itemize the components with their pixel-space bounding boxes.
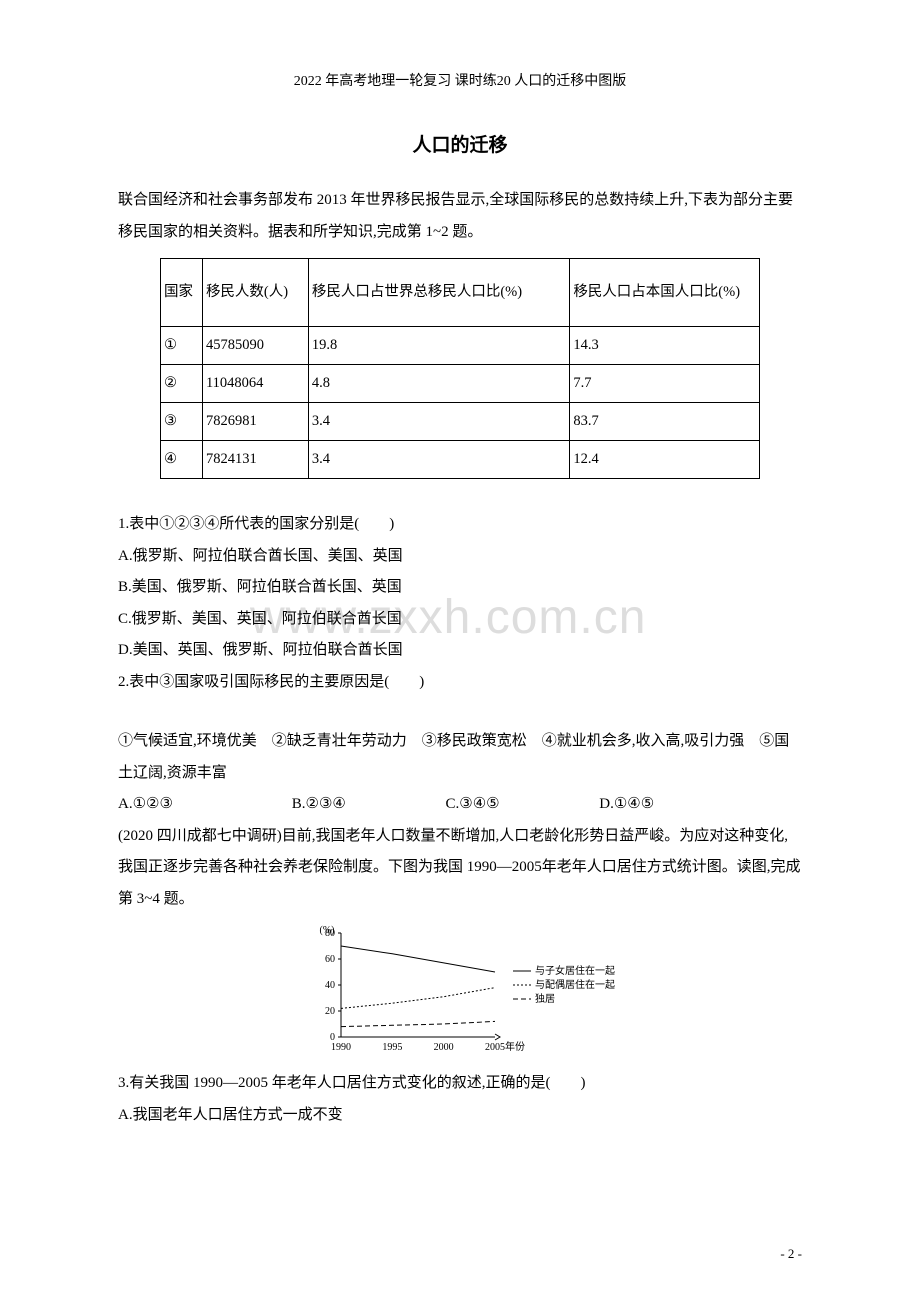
- q2-stem: 2.表中③国家吸引国际移民的主要原因是( ): [118, 667, 802, 699]
- svg-text:40: 40: [325, 980, 335, 991]
- intro-paragraph: 联合国经济和社会事务部发布 2013 年世界移民报告显示,全球国际移民的总数持续…: [118, 185, 802, 248]
- q2-option-d: D.①④⑤: [599, 789, 654, 821]
- svg-text:1995: 1995: [382, 1042, 402, 1053]
- q2-options-line: A.①②③ B.②③④ C.③④⑤ D.①④⑤: [118, 789, 802, 821]
- cell-count: 7824131: [202, 441, 308, 479]
- cell-countrypct: 12.4: [570, 441, 760, 479]
- table-row: ① 45785090 19.8 14.3: [161, 327, 760, 365]
- q2-option-a: A.①②③: [118, 789, 288, 821]
- table-header-count: 移民人数(人): [202, 259, 308, 327]
- q1-stem: 1.表中①②③④所代表的国家分别是( ): [118, 509, 802, 541]
- table-header-countrypct: 移民人口占本国人口比(%): [570, 259, 760, 327]
- table-row: ④ 7824131 3.4 12.4: [161, 441, 760, 479]
- q2-choices: ①气候适宜,环境优美 ②缺乏青壮年劳动力 ③移民政策宽松 ④就业机会多,收入高,…: [118, 726, 802, 789]
- question-2-choices: ①气候适宜,环境优美 ②缺乏青壮年劳动力 ③移民政策宽松 ④就业机会多,收入高,…: [118, 726, 802, 789]
- cell-count: 7826981: [202, 403, 308, 441]
- q1-option-a: A.俄罗斯、阿拉伯联合酋长国、美国、英国: [118, 541, 802, 573]
- table-header-row: 国家 移民人数(人) 移民人口占世界总移民人口比(%) 移民人口占本国人口比(%…: [161, 259, 760, 327]
- context-2: (2020 四川成都七中调研)目前,我国老年人口数量不断增加,人口老龄化形势日益…: [118, 821, 802, 916]
- cell-count: 11048064: [202, 365, 308, 403]
- q1-option-c: C.俄罗斯、美国、英国、阿拉伯联合酋长国: [118, 604, 802, 636]
- svg-text:60: 60: [325, 954, 335, 965]
- svg-text:2005: 2005: [485, 1042, 505, 1053]
- question-2: 2.表中③国家吸引国际移民的主要原因是( ): [118, 667, 802, 699]
- line-chart: 020406080(%)1990199520002005年份与子女居住在一起与配…: [305, 925, 615, 1055]
- cell-country: ②: [161, 365, 203, 403]
- svg-text:2000: 2000: [434, 1042, 454, 1053]
- cell-countrypct: 14.3: [570, 327, 760, 365]
- svg-text:20: 20: [325, 1006, 335, 1017]
- content-layer: 2022 年高考地理一轮复习 课时练20 人口的迁移中图版 人口的迁移 联合国经…: [118, 70, 802, 1131]
- migration-table: 国家 移民人数(人) 移民人口占世界总移民人口比(%) 移民人口占本国人口比(%…: [160, 258, 760, 479]
- svg-text:年份: 年份: [505, 1040, 525, 1053]
- svg-text:独居: 独居: [535, 992, 555, 1005]
- cell-worldpct: 3.4: [308, 441, 569, 479]
- table-header-worldpct: 移民人口占世界总移民人口比(%): [308, 259, 569, 327]
- q2-option-b: B.②③④: [292, 789, 442, 821]
- q3-option-a: A.我国老年人口居住方式一成不变: [118, 1100, 802, 1132]
- cell-worldpct: 4.8: [308, 365, 569, 403]
- document-title: 人口的迁移: [118, 130, 802, 157]
- page-header: 2022 年高考地理一轮复习 课时练20 人口的迁移中图版: [118, 70, 802, 90]
- cell-worldpct: 19.8: [308, 327, 569, 365]
- q1-option-d: D.美国、英国、俄罗斯、阿拉伯联合酋长国: [118, 635, 802, 667]
- svg-text:1990: 1990: [331, 1042, 351, 1053]
- svg-text:与配偶居住在一起: 与配偶居住在一起: [535, 978, 615, 991]
- svg-text:与子女居住在一起: 与子女居住在一起: [535, 964, 615, 977]
- cell-countrypct: 83.7: [570, 403, 760, 441]
- cell-country: ④: [161, 441, 203, 479]
- q2-option-c: C.③④⑤: [446, 789, 596, 821]
- cell-countrypct: 7.7: [570, 365, 760, 403]
- cell-country: ③: [161, 403, 203, 441]
- cell-count: 45785090: [202, 327, 308, 365]
- cell-worldpct: 3.4: [308, 403, 569, 441]
- svg-text:(%): (%): [320, 925, 335, 936]
- question-1: 1.表中①②③④所代表的国家分别是( ) A.俄罗斯、阿拉伯联合酋长国、美国、英…: [118, 509, 802, 667]
- question-3: 3.有关我国 1990—2005 年老年人口居住方式变化的叙述,正确的是( ) …: [118, 1068, 802, 1131]
- q1-option-b: B.美国、俄罗斯、阿拉伯联合酋长国、英国: [118, 572, 802, 604]
- chart-container: 020406080(%)1990199520002005年份与子女居住在一起与配…: [118, 925, 802, 1060]
- table-header-country: 国家: [161, 259, 203, 327]
- table-row: ③ 7826981 3.4 83.7: [161, 403, 760, 441]
- cell-country: ①: [161, 327, 203, 365]
- q3-stem: 3.有关我国 1990—2005 年老年人口居住方式变化的叙述,正确的是( ): [118, 1068, 802, 1100]
- table-row: ② 11048064 4.8 7.7: [161, 365, 760, 403]
- page-number: - 2 -: [780, 1246, 802, 1262]
